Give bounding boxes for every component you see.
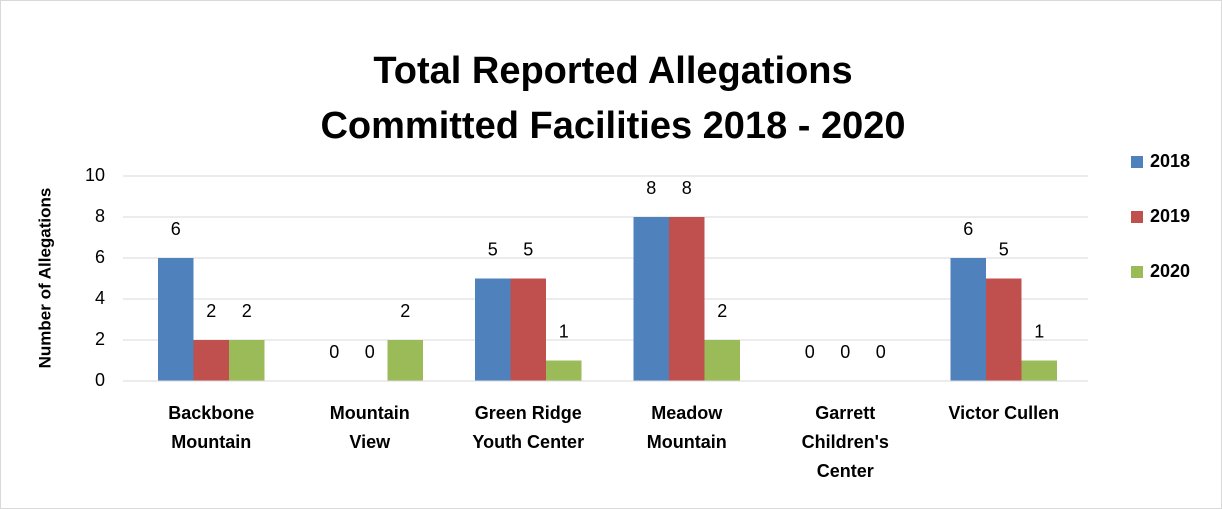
data-label: 5	[999, 239, 1009, 259]
x-tick-label: Meadow Mountain	[647, 403, 727, 452]
legend-label: 2019	[1150, 206, 1190, 226]
bar	[158, 258, 194, 381]
bar	[475, 278, 511, 381]
legend-label: 2020	[1150, 261, 1190, 281]
y-tick-label: 6	[95, 247, 105, 267]
data-label: 8	[682, 178, 692, 198]
legend-label: 2018	[1150, 151, 1190, 171]
data-label: 5	[488, 239, 498, 259]
data-label: 2	[400, 301, 410, 321]
bar	[1021, 360, 1057, 381]
data-label: 6	[171, 219, 181, 239]
y-tick-label: 8	[95, 206, 105, 226]
data-label: 5	[523, 239, 533, 259]
data-label: 1	[1034, 321, 1044, 341]
y-tick-label: 4	[95, 288, 105, 308]
data-label: 8	[646, 178, 656, 198]
x-tick-label: Backbone Mountain	[168, 403, 254, 452]
legend-swatch	[1131, 156, 1143, 168]
legend-swatch	[1131, 266, 1143, 278]
bar	[546, 360, 582, 381]
data-label: 6	[963, 219, 973, 239]
y-tick-label: 2	[95, 329, 105, 349]
bar	[986, 278, 1022, 381]
data-label: 2	[242, 301, 252, 321]
y-axis-label: Number of Allegations	[35, 188, 54, 369]
chart-title: Committed Facilities 2018 - 2020	[320, 105, 905, 147]
x-tick-label: Garrett Children's Center	[802, 403, 889, 481]
chart-title: Total Reported Allegations	[373, 50, 852, 92]
y-tick-label: 0	[95, 370, 105, 390]
data-label: 0	[876, 342, 886, 362]
data-label: 0	[805, 342, 815, 362]
x-tick-label: Victor Cullen	[948, 403, 1059, 423]
bar	[669, 217, 705, 381]
data-label: 2	[717, 301, 727, 321]
bar	[229, 340, 265, 381]
bar	[193, 340, 229, 381]
data-label: 0	[329, 342, 339, 362]
x-tick-label: Mountain View	[330, 403, 410, 452]
bar	[950, 258, 986, 381]
x-tick-label: Green Ridge Youth Center	[472, 403, 584, 452]
legend-swatch	[1131, 211, 1143, 223]
data-label: 2	[206, 301, 216, 321]
data-label: 0	[840, 342, 850, 362]
bar	[704, 340, 740, 381]
y-tick-label: 10	[85, 165, 105, 185]
bar	[633, 217, 669, 381]
data-label: 0	[365, 342, 375, 362]
bar	[510, 278, 546, 381]
data-label: 1	[559, 321, 569, 341]
bar	[387, 340, 423, 381]
